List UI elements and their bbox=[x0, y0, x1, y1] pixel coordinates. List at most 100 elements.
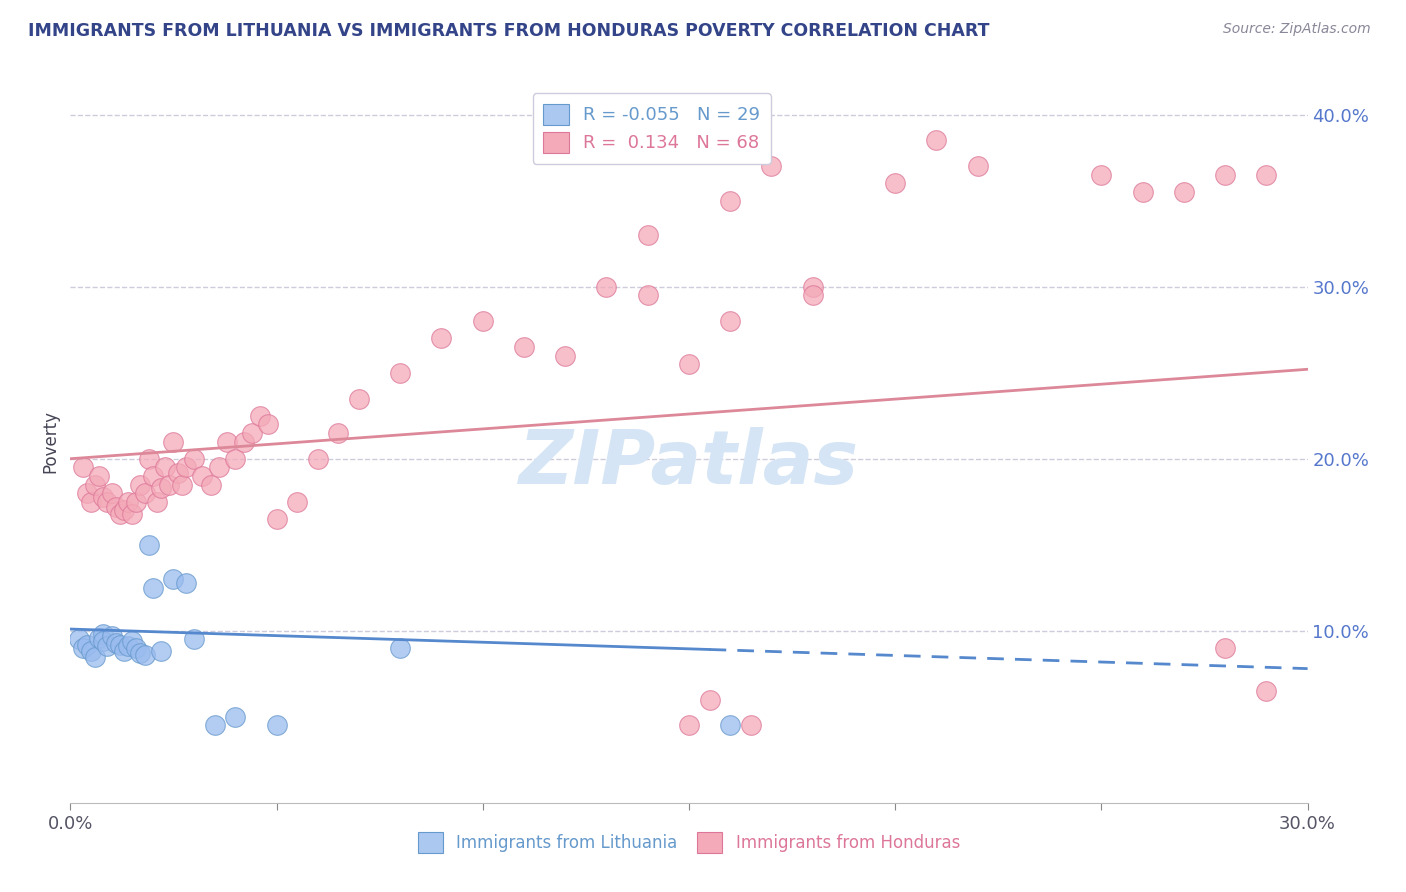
Point bbox=[117, 494, 139, 508]
Point bbox=[108, 507, 131, 521]
Point bbox=[699, 692, 721, 706]
Point bbox=[678, 718, 700, 732]
Point bbox=[91, 634, 114, 648]
Point bbox=[347, 392, 370, 406]
Point bbox=[1090, 168, 1112, 182]
Point bbox=[112, 503, 135, 517]
Point bbox=[170, 477, 193, 491]
Point bbox=[637, 288, 659, 302]
Point bbox=[740, 718, 762, 732]
Text: ZIPatlas: ZIPatlas bbox=[519, 426, 859, 500]
Point bbox=[215, 434, 238, 449]
Point bbox=[183, 451, 205, 466]
Point bbox=[125, 640, 148, 655]
Point bbox=[150, 644, 173, 658]
Point bbox=[162, 572, 184, 586]
Point bbox=[100, 629, 122, 643]
Point bbox=[162, 434, 184, 449]
Point bbox=[104, 500, 127, 514]
Point bbox=[240, 425, 263, 440]
Point bbox=[91, 627, 114, 641]
Point bbox=[76, 638, 98, 652]
Point bbox=[72, 460, 94, 475]
Point bbox=[1213, 640, 1236, 655]
Point bbox=[89, 631, 111, 645]
Point bbox=[80, 644, 103, 658]
Point bbox=[166, 466, 188, 480]
Point bbox=[554, 349, 576, 363]
Point bbox=[328, 425, 350, 440]
Point bbox=[257, 417, 280, 432]
Point bbox=[67, 632, 90, 647]
Point bbox=[801, 279, 824, 293]
Point bbox=[430, 331, 453, 345]
Point bbox=[72, 640, 94, 655]
Point bbox=[1256, 684, 1278, 698]
Point bbox=[966, 159, 988, 173]
Point bbox=[183, 632, 205, 647]
Point bbox=[191, 469, 214, 483]
Point bbox=[146, 494, 169, 508]
Point bbox=[108, 638, 131, 652]
Text: Source: ZipAtlas.com: Source: ZipAtlas.com bbox=[1223, 22, 1371, 37]
Point bbox=[117, 639, 139, 653]
Point bbox=[91, 490, 114, 504]
Point bbox=[232, 434, 254, 449]
Point bbox=[884, 177, 907, 191]
Point bbox=[138, 451, 160, 466]
Point bbox=[637, 228, 659, 243]
Point bbox=[224, 451, 246, 466]
Point bbox=[925, 133, 948, 147]
Point bbox=[84, 477, 107, 491]
Point bbox=[471, 314, 494, 328]
Point bbox=[1256, 168, 1278, 182]
Point bbox=[96, 494, 118, 508]
Point bbox=[200, 477, 222, 491]
Point bbox=[153, 460, 176, 475]
Point bbox=[142, 469, 165, 483]
Point bbox=[718, 314, 741, 328]
Point bbox=[285, 494, 308, 508]
Point bbox=[307, 451, 329, 466]
Point bbox=[84, 649, 107, 664]
Point bbox=[595, 279, 617, 293]
Point bbox=[174, 575, 197, 590]
Legend: Immigrants from Lithuania, Immigrants from Honduras: Immigrants from Lithuania, Immigrants fr… bbox=[411, 826, 967, 860]
Point bbox=[1132, 185, 1154, 199]
Point bbox=[100, 486, 122, 500]
Point bbox=[718, 718, 741, 732]
Point bbox=[121, 634, 143, 648]
Point bbox=[76, 486, 98, 500]
Point bbox=[125, 494, 148, 508]
Point bbox=[1213, 168, 1236, 182]
Point bbox=[208, 460, 231, 475]
Point bbox=[249, 409, 271, 423]
Point bbox=[142, 581, 165, 595]
Point bbox=[134, 486, 156, 500]
Point bbox=[513, 340, 536, 354]
Point bbox=[174, 460, 197, 475]
Point bbox=[89, 469, 111, 483]
Point bbox=[80, 494, 103, 508]
Point bbox=[224, 710, 246, 724]
Point bbox=[389, 640, 412, 655]
Point bbox=[266, 512, 288, 526]
Point bbox=[266, 718, 288, 732]
Text: IMMIGRANTS FROM LITHUANIA VS IMMIGRANTS FROM HONDURAS POVERTY CORRELATION CHART: IMMIGRANTS FROM LITHUANIA VS IMMIGRANTS … bbox=[28, 22, 990, 40]
Point bbox=[96, 639, 118, 653]
Point bbox=[718, 194, 741, 208]
Point bbox=[1173, 185, 1195, 199]
Point bbox=[150, 481, 173, 495]
Y-axis label: Poverty: Poverty bbox=[41, 410, 59, 473]
Point bbox=[801, 288, 824, 302]
Point bbox=[104, 636, 127, 650]
Point bbox=[157, 477, 180, 491]
Point bbox=[129, 646, 152, 660]
Point bbox=[134, 648, 156, 662]
Point bbox=[204, 718, 226, 732]
Point bbox=[678, 357, 700, 371]
Point bbox=[112, 644, 135, 658]
Point bbox=[129, 477, 152, 491]
Point bbox=[389, 366, 412, 380]
Point bbox=[761, 159, 783, 173]
